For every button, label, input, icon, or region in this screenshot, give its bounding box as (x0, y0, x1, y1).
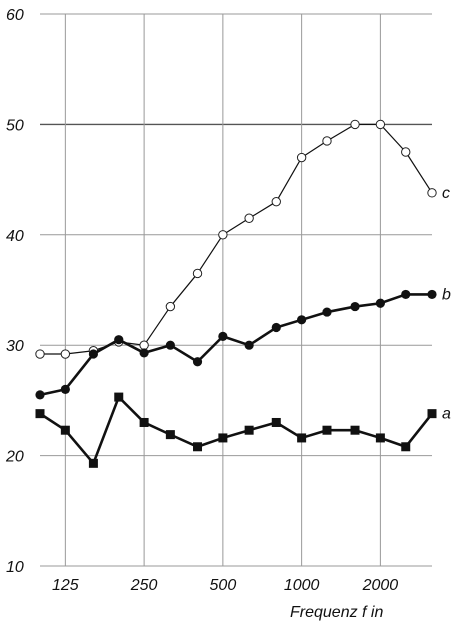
data-point-c (192, 268, 203, 279)
data-point-a (218, 433, 228, 443)
y-tick-label: 30 (6, 338, 24, 355)
x-axis-label: Frequenz f in (290, 604, 383, 621)
data-point-c (139, 340, 149, 350)
data-point-b (192, 357, 203, 367)
x-tick-label: 125 (52, 577, 79, 594)
data-point-b (297, 315, 307, 325)
data-point-a (139, 417, 149, 427)
data-point-c (296, 152, 307, 163)
data-point-b (322, 307, 332, 317)
series-line-b (39, 293, 432, 397)
data-point-a (375, 433, 385, 443)
x-tick-label: 500 (210, 577, 237, 594)
data-point-a (165, 430, 175, 440)
series-a: a (35, 392, 451, 468)
data-point-b (218, 331, 228, 341)
series-line-a (39, 395, 434, 465)
data-point-c (401, 147, 411, 157)
y-tick-label: 10 (6, 559, 24, 576)
data-point-a (350, 425, 360, 435)
data-point-c (375, 119, 386, 130)
series-label-a: a (442, 406, 451, 423)
data-point-c (60, 349, 71, 359)
data-point-b (401, 289, 411, 300)
x-tick-label: 1000 (284, 577, 320, 594)
y-axis-ticks: 10 20 30 40 50 60 (5, 7, 24, 576)
data-point-b (427, 289, 437, 300)
x-axis-ticks: 125 250 500 1000 2000 (52, 577, 398, 594)
x-tick-label: 2000 (362, 577, 399, 594)
series-label-b: b (442, 286, 451, 303)
y-tick-label: 50 (6, 117, 24, 134)
data-point-a (427, 409, 437, 419)
y-tick-label: 60 (6, 7, 24, 24)
data-point-b (88, 349, 99, 359)
data-point-b (165, 340, 175, 350)
data-point-a (35, 409, 45, 419)
series-label-c: c (442, 185, 450, 202)
data-point-a (88, 458, 98, 468)
series-group: c b a (35, 119, 451, 468)
data-point-c (350, 119, 360, 130)
data-point-c (271, 196, 281, 207)
data-point-a (271, 417, 281, 427)
data-point-c (244, 213, 254, 223)
data-point-c (427, 188, 437, 198)
data-point-b (244, 340, 254, 350)
data-point-c (35, 349, 45, 359)
grid (40, 13, 432, 567)
y-tick-label: 40 (6, 228, 24, 245)
data-point-a (244, 425, 254, 435)
series-line-c (40, 123, 433, 355)
data-point-b (271, 322, 281, 333)
y-tick-label: 20 (5, 449, 24, 466)
data-point-a (60, 425, 70, 435)
data-point-c (165, 301, 176, 312)
data-point-c (218, 230, 228, 240)
data-point-a (193, 442, 203, 452)
data-point-b (60, 384, 70, 394)
data-point-b (35, 390, 45, 400)
x-tick-label: 250 (130, 577, 158, 594)
series-c: c (35, 119, 450, 359)
data-point-a (114, 392, 124, 402)
data-point-a (401, 442, 411, 452)
data-point-b (114, 335, 124, 345)
data-point-b (350, 301, 360, 312)
data-point-b (375, 298, 385, 308)
series-b: b (35, 286, 451, 400)
data-point-a (297, 433, 307, 443)
data-point-a (322, 425, 332, 435)
data-point-b (139, 348, 149, 358)
data-point-c (322, 136, 332, 146)
